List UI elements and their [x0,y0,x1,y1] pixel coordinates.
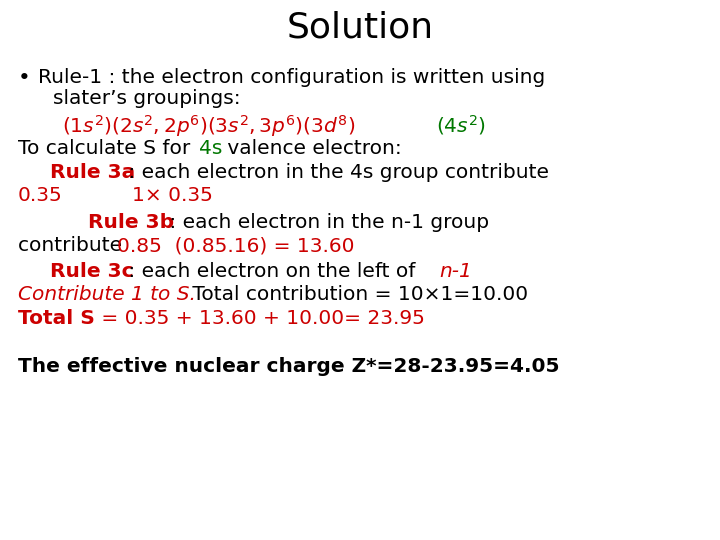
Text: $(1s^2)(2s^2, 2p^6)(3s^2, 3p^6)(3d^8)$: $(1s^2)(2s^2, 2p^6)(3s^2, 3p^6)(3d^8)$ [62,113,356,139]
Text: n-1: n-1 [439,262,472,281]
Text: The effective nuclear charge Z*=28-23.95=4.05: The effective nuclear charge Z*=28-23.95… [18,357,559,376]
Text: •: • [18,68,31,88]
Text: Rule 3b: Rule 3b [88,213,174,232]
Text: valence electron:: valence electron: [221,139,402,158]
Text: Total S: Total S [18,309,95,328]
Text: = 0.35 + 13.60 + 10.00= 23.95: = 0.35 + 13.60 + 10.00= 23.95 [95,309,425,328]
Text: Rule 3a: Rule 3a [50,163,135,182]
Text: $(4s^2)$: $(4s^2)$ [436,113,486,137]
Text: Rule-1 : the electron configuration is written using: Rule-1 : the electron configuration is w… [38,68,545,87]
Text: 1× 0.35: 1× 0.35 [132,186,213,205]
Text: : each electron in the n-1 group: : each electron in the n-1 group [163,213,489,232]
Text: Total contribution = 10×1=10.00: Total contribution = 10×1=10.00 [186,285,528,304]
Text: slater’s groupings:: slater’s groupings: [53,89,240,108]
Text: : each electron on the left of: : each electron on the left of [122,262,428,281]
Text: 4s: 4s [199,139,222,158]
Text: Solution: Solution [287,10,433,44]
Text: 0.85  (0.85.16) = 13.60: 0.85 (0.85.16) = 13.60 [117,236,354,255]
Text: 0.35: 0.35 [18,186,63,205]
Text: Contribute 1 to S.: Contribute 1 to S. [18,285,196,304]
Text: Rule 3c: Rule 3c [50,262,134,281]
Text: To calculate S for: To calculate S for [18,139,197,158]
Text: : each electron in the 4s group contribute: : each electron in the 4s group contribu… [122,163,549,182]
Text: contribute: contribute [18,236,128,255]
